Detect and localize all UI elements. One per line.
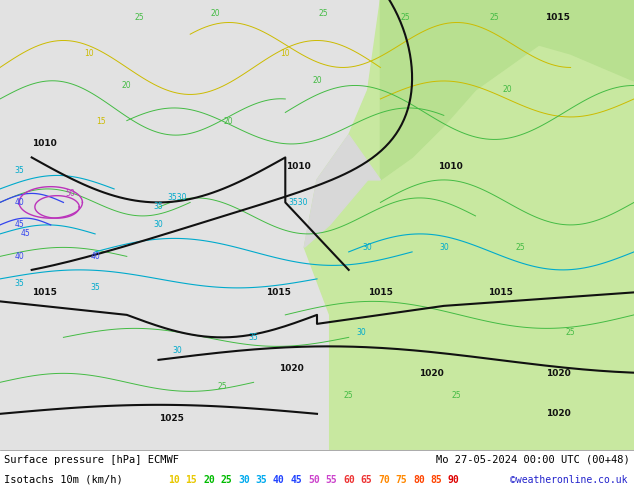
Text: 85: 85 bbox=[430, 475, 443, 485]
Text: 80: 80 bbox=[413, 475, 425, 485]
Text: 1010: 1010 bbox=[32, 140, 57, 148]
Text: 65: 65 bbox=[361, 475, 372, 485]
Text: 25: 25 bbox=[221, 475, 232, 485]
Text: 10: 10 bbox=[168, 475, 180, 485]
Polygon shape bbox=[380, 0, 634, 180]
Text: 1020: 1020 bbox=[418, 369, 444, 378]
Text: 30: 30 bbox=[238, 475, 250, 485]
Text: 30: 30 bbox=[153, 220, 164, 229]
Text: 1015: 1015 bbox=[368, 288, 393, 297]
Text: 20: 20 bbox=[502, 85, 512, 95]
Text: 55: 55 bbox=[325, 475, 337, 485]
Text: 25: 25 bbox=[217, 382, 227, 392]
Text: 10: 10 bbox=[280, 49, 290, 58]
Text: 50: 50 bbox=[65, 189, 75, 198]
Text: 1010: 1010 bbox=[437, 162, 463, 171]
Text: 40: 40 bbox=[90, 252, 100, 261]
Text: 30: 30 bbox=[439, 243, 449, 252]
Text: 30: 30 bbox=[172, 346, 183, 355]
Text: 3530: 3530 bbox=[168, 194, 187, 202]
Text: Isotachs 10m (km/h): Isotachs 10m (km/h) bbox=[4, 475, 123, 485]
Text: 1010: 1010 bbox=[285, 162, 311, 171]
Text: 40: 40 bbox=[273, 475, 285, 485]
Text: 20: 20 bbox=[312, 76, 322, 85]
Text: 1020: 1020 bbox=[545, 369, 571, 378]
Text: 45: 45 bbox=[14, 220, 24, 229]
Text: 3530: 3530 bbox=[288, 198, 307, 207]
Text: 45: 45 bbox=[20, 229, 30, 239]
Text: 25: 25 bbox=[489, 14, 500, 23]
Text: 1015: 1015 bbox=[488, 288, 514, 297]
Text: 1015: 1015 bbox=[266, 288, 292, 297]
Text: 1015: 1015 bbox=[32, 288, 57, 297]
Text: 20: 20 bbox=[223, 117, 233, 126]
Polygon shape bbox=[304, 0, 634, 450]
Text: 25: 25 bbox=[344, 392, 354, 400]
Text: Surface pressure [hPa] ECMWF: Surface pressure [hPa] ECMWF bbox=[4, 455, 179, 465]
Text: 20: 20 bbox=[203, 475, 215, 485]
Text: 40: 40 bbox=[14, 198, 24, 207]
Text: 40: 40 bbox=[14, 252, 24, 261]
Text: 25: 25 bbox=[401, 14, 411, 23]
Text: 25: 25 bbox=[451, 392, 462, 400]
Text: 35: 35 bbox=[153, 202, 164, 211]
Text: 35: 35 bbox=[256, 475, 268, 485]
Text: 35: 35 bbox=[14, 279, 24, 288]
Text: 10: 10 bbox=[84, 49, 94, 58]
Text: 35: 35 bbox=[249, 333, 259, 342]
Text: 20: 20 bbox=[122, 81, 132, 90]
Text: 45: 45 bbox=[290, 475, 302, 485]
Text: 15: 15 bbox=[96, 117, 107, 126]
Text: 70: 70 bbox=[378, 475, 390, 485]
Text: 1025: 1025 bbox=[158, 414, 184, 423]
Text: 25: 25 bbox=[318, 9, 328, 18]
Polygon shape bbox=[304, 135, 380, 247]
Text: 35: 35 bbox=[14, 167, 24, 175]
Text: 75: 75 bbox=[396, 475, 407, 485]
Text: 1020: 1020 bbox=[279, 365, 304, 373]
Text: 25: 25 bbox=[515, 243, 525, 252]
Text: 50: 50 bbox=[308, 475, 320, 485]
Text: 30: 30 bbox=[356, 328, 366, 338]
Text: 25: 25 bbox=[134, 14, 145, 23]
Text: 60: 60 bbox=[343, 475, 355, 485]
Text: 1020: 1020 bbox=[545, 409, 571, 418]
Text: 1015: 1015 bbox=[545, 14, 571, 23]
Text: Mo 27-05-2024 00:00 UTC (00+48): Mo 27-05-2024 00:00 UTC (00+48) bbox=[436, 455, 630, 465]
Text: ©weatheronline.co.uk: ©weatheronline.co.uk bbox=[510, 475, 628, 485]
Text: 15: 15 bbox=[186, 475, 197, 485]
Text: 20: 20 bbox=[210, 9, 221, 18]
Text: 25: 25 bbox=[566, 328, 576, 338]
Text: 30: 30 bbox=[363, 243, 373, 252]
Text: 90: 90 bbox=[448, 475, 460, 485]
Text: 35: 35 bbox=[90, 283, 100, 293]
